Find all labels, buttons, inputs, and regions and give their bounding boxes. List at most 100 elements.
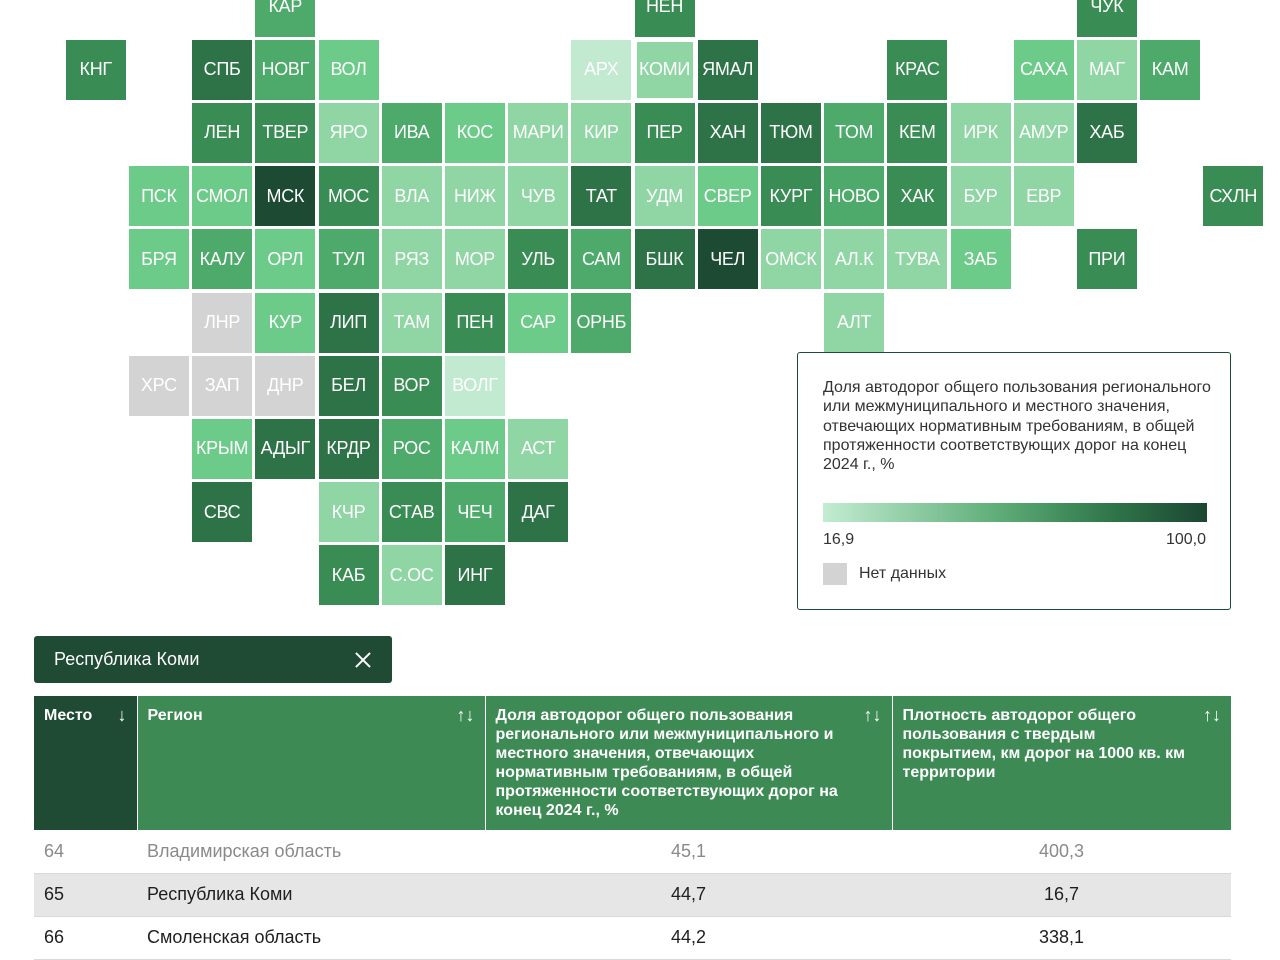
- region-tile[interactable]: АСТ: [508, 418, 569, 479]
- sort-icon[interactable]: ↑↓: [456, 705, 475, 725]
- region-tile[interactable]: СМОЛ: [192, 166, 253, 227]
- region-tile[interactable]: ДАГ: [508, 482, 569, 543]
- column-header-region[interactable]: Регион ↑↓: [136, 696, 485, 830]
- region-tile[interactable]: НОВГ: [255, 39, 316, 100]
- region-tile[interactable]: САХА: [1013, 39, 1074, 100]
- close-icon[interactable]: [354, 651, 372, 669]
- region-tile[interactable]: ЯРО: [318, 102, 379, 163]
- region-tile[interactable]: ИВА: [381, 102, 442, 163]
- region-tile[interactable]: КАМ: [1140, 39, 1201, 100]
- region-tile[interactable]: КУРГ: [760, 166, 821, 227]
- region-tile[interactable]: ОРЛ: [255, 229, 316, 290]
- region-tile[interactable]: БРЯ: [128, 229, 189, 290]
- table-row[interactable]: 64 Владимирская область 45,1 400,3: [34, 830, 1231, 874]
- region-tile[interactable]: ЕВР: [1013, 166, 1074, 227]
- region-tile[interactable]: СПБ: [192, 39, 253, 100]
- region-tile[interactable]: КЕМ: [887, 102, 948, 163]
- region-tile[interactable]: ВЛА: [381, 166, 442, 227]
- region-tile[interactable]: ИНГ: [444, 545, 505, 606]
- region-tile[interactable]: НИЖ: [444, 166, 505, 227]
- region-tile[interactable]: ДНР: [255, 355, 316, 416]
- column-header-density[interactable]: Плотность автодорог общего пользования с…: [891, 696, 1231, 830]
- region-tile[interactable]: С.ОС: [381, 545, 442, 606]
- region-tile[interactable]: ХАБ: [1076, 102, 1137, 163]
- region-tile[interactable]: НОВО: [824, 166, 885, 227]
- region-tile[interactable]: ЛЕН: [192, 102, 253, 163]
- region-tile[interactable]: МОР: [444, 229, 505, 290]
- region-tile[interactable]: КАР: [255, 0, 316, 37]
- region-tile[interactable]: МОС: [318, 166, 379, 227]
- region-tile[interactable]: УЛЬ: [508, 229, 569, 290]
- region-tile[interactable]: АРХ: [571, 39, 632, 100]
- region-tile[interactable]: БУР: [950, 166, 1011, 227]
- region-tile[interactable]: РЯЗ: [381, 229, 442, 290]
- region-tile[interactable]: БШК: [634, 229, 695, 290]
- region-tile[interactable]: ЗАП: [192, 355, 253, 416]
- selected-region-chip[interactable]: Республика Коми: [34, 636, 392, 683]
- region-tile[interactable]: СВС: [192, 482, 253, 543]
- region-tile[interactable]: КНГ: [65, 39, 126, 100]
- region-tile[interactable]: СХЛН: [1203, 166, 1264, 227]
- region-tile[interactable]: КЧР: [318, 482, 379, 543]
- region-tile[interactable]: ПРИ: [1076, 229, 1137, 290]
- region-tile[interactable]: ОРНБ: [571, 292, 632, 353]
- sort-icon[interactable]: ↑↓: [863, 705, 882, 725]
- region-tile[interactable]: ЧУК: [1076, 0, 1137, 37]
- region-tile[interactable]: ЧЕЧ: [444, 482, 505, 543]
- sort-icon[interactable]: ↑↓: [1203, 705, 1221, 725]
- region-tile[interactable]: КОС: [444, 102, 505, 163]
- region-tile[interactable]: МАРИ: [508, 102, 569, 163]
- region-tile[interactable]: ХАН: [697, 102, 758, 163]
- region-tile[interactable]: ЛНР: [192, 292, 253, 353]
- region-tile[interactable]: КРАС: [887, 39, 948, 100]
- region-tile[interactable]: КАЛМ: [444, 418, 505, 479]
- region-tile[interactable]: ТОМ: [824, 102, 885, 163]
- region-tile[interactable]: НЕН: [634, 0, 695, 37]
- region-tile[interactable]: СВЕР: [697, 166, 758, 227]
- region-tile[interactable]: МСК: [255, 166, 316, 227]
- table-row[interactable]: 66 Смоленская область 44,2 338,1: [34, 916, 1231, 960]
- region-tile[interactable]: ПЕР: [634, 102, 695, 163]
- region-tile[interactable]: АМУР: [1013, 102, 1074, 163]
- region-tile[interactable]: РОС: [381, 418, 442, 479]
- region-tile[interactable]: САМ: [571, 229, 632, 290]
- region-tile[interactable]: ОМСК: [760, 229, 821, 290]
- region-tile[interactable]: ТАМ: [381, 292, 442, 353]
- region-tile[interactable]: ВОЛ: [318, 39, 379, 100]
- region-tile[interactable]: АЛ.К: [824, 229, 885, 290]
- region-tile[interactable]: КРЫМ: [192, 418, 253, 479]
- region-tile[interactable]: ТУВА: [887, 229, 948, 290]
- region-tile[interactable]: СТАВ: [381, 482, 442, 543]
- region-tile[interactable]: ЯМАЛ: [697, 39, 758, 100]
- region-tile[interactable]: УДМ: [634, 166, 695, 227]
- region-tile[interactable]: КОМИ: [634, 39, 695, 100]
- sort-desc-icon[interactable]: ↓: [117, 705, 127, 725]
- region-tile[interactable]: ПСК: [128, 166, 189, 227]
- region-tile[interactable]: КРДР: [318, 418, 379, 479]
- region-tile[interactable]: ТЮМ: [760, 102, 821, 163]
- region-tile[interactable]: ИРК: [950, 102, 1011, 163]
- region-tile[interactable]: БЕЛ: [318, 355, 379, 416]
- region-tile[interactable]: САР: [508, 292, 569, 353]
- region-tile[interactable]: ХАК: [887, 166, 948, 227]
- region-tile[interactable]: КАЛУ: [192, 229, 253, 290]
- region-tile[interactable]: ВОЛГ: [444, 355, 505, 416]
- region-tile[interactable]: АДЫГ: [255, 418, 316, 479]
- column-header-share[interactable]: Доля автодорог общего пользования регион…: [484, 696, 892, 830]
- region-tile[interactable]: ПЕН: [444, 292, 505, 353]
- region-tile[interactable]: КУР: [255, 292, 316, 353]
- region-tile[interactable]: ТАТ: [571, 166, 632, 227]
- column-header-place[interactable]: Место ↓: [34, 696, 137, 830]
- region-tile[interactable]: АЛТ: [824, 292, 885, 353]
- region-tile[interactable]: ХРС: [128, 355, 189, 416]
- region-tile[interactable]: ЗАБ: [950, 229, 1011, 290]
- region-tile[interactable]: ЧУВ: [508, 166, 569, 227]
- region-tile[interactable]: КИР: [571, 102, 632, 163]
- region-tile[interactable]: ТУЛ: [318, 229, 379, 290]
- region-tile[interactable]: КАБ: [318, 545, 379, 606]
- region-tile[interactable]: ВОР: [381, 355, 442, 416]
- region-tile[interactable]: МАГ: [1076, 39, 1137, 100]
- table-row[interactable]: 65 Республика Коми 44,7 16,7: [34, 873, 1231, 917]
- region-tile[interactable]: ЧЕЛ: [697, 229, 758, 290]
- region-tile[interactable]: ЛИП: [318, 292, 379, 353]
